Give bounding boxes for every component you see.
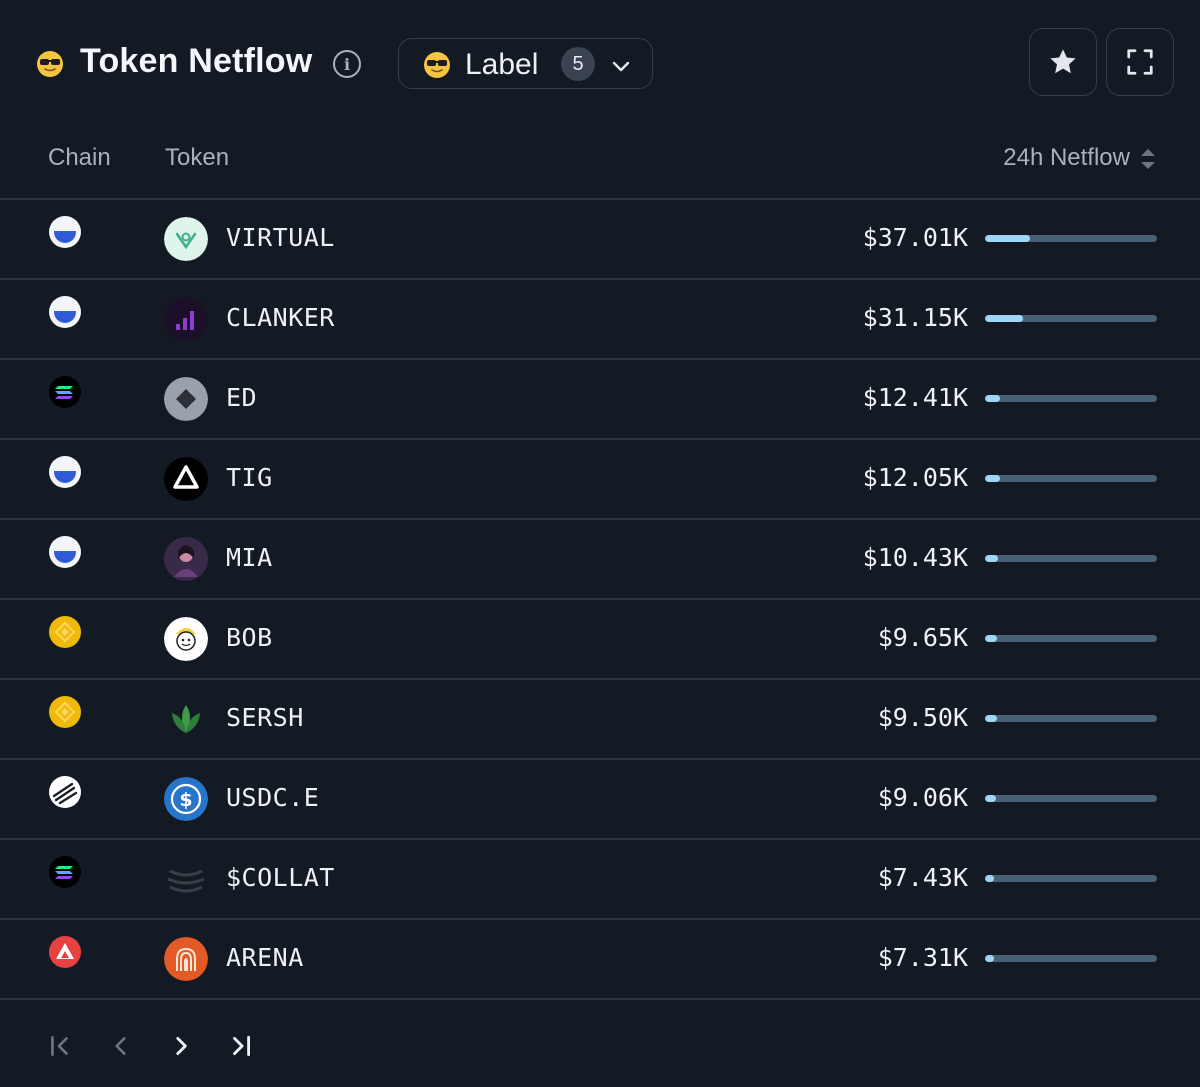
table-row[interactable]: CLANKER $31.15K bbox=[0, 279, 1200, 359]
netflow-bar bbox=[985, 555, 1157, 562]
divider bbox=[0, 998, 1200, 1000]
expand-icon bbox=[1127, 49, 1153, 75]
panel-title: Token Netflow bbox=[80, 42, 313, 80]
divider bbox=[0, 598, 1200, 600]
table-row[interactable]: TIG $12.05K bbox=[0, 439, 1200, 519]
arbitrum-chain-icon bbox=[49, 776, 81, 808]
table-row[interactable]: SERSH $9.50K bbox=[0, 679, 1200, 759]
ed-token-icon bbox=[164, 377, 208, 421]
last-page-icon bbox=[233, 1035, 250, 1057]
token-name[interactable]: $COLLAT bbox=[226, 863, 335, 892]
virtual-token-icon bbox=[164, 217, 208, 261]
divider bbox=[0, 838, 1200, 840]
label-filter-text: Label bbox=[465, 48, 539, 81]
netflow-bar bbox=[985, 875, 1157, 882]
base-chain-icon bbox=[49, 536, 81, 568]
tig-token-icon bbox=[164, 457, 208, 501]
sunglasses-emoji-icon bbox=[37, 51, 63, 77]
netflow-amount: $7.43K bbox=[877, 863, 968, 892]
label-filter-button[interactable]: Label 5 bbox=[398, 38, 653, 89]
expand-button[interactable] bbox=[1106, 28, 1174, 96]
chevron-left-icon bbox=[115, 1037, 126, 1055]
netflow-bar bbox=[985, 315, 1157, 322]
panel-header: Token Netflow i Label 5 bbox=[0, 0, 1200, 128]
first-page-icon bbox=[51, 1036, 68, 1056]
table-row[interactable]: ED $12.41K bbox=[0, 359, 1200, 439]
info-icon[interactable]: i bbox=[333, 50, 361, 78]
token-name[interactable]: USDC.E bbox=[226, 783, 320, 812]
token-name[interactable]: VIRTUAL bbox=[226, 223, 335, 252]
divider bbox=[0, 278, 1200, 280]
svg-text:$: $ bbox=[179, 789, 192, 811]
token-name[interactable]: ARENA bbox=[226, 943, 304, 972]
divider bbox=[0, 438, 1200, 440]
netflow-amount: $7.31K bbox=[877, 943, 968, 972]
netflow-amount: $10.43K bbox=[862, 543, 968, 572]
column-header-chain: Chain bbox=[48, 144, 111, 171]
arena-token-icon bbox=[164, 937, 208, 981]
table-row[interactable]: ARENA $7.31K bbox=[0, 919, 1200, 999]
bnb-chain-icon bbox=[49, 696, 81, 728]
favorite-button[interactable] bbox=[1029, 28, 1097, 96]
divider bbox=[0, 358, 1200, 360]
netflow-amount: $9.06K bbox=[877, 783, 968, 812]
token-name[interactable]: CLANKER bbox=[226, 303, 335, 332]
star-icon bbox=[1050, 49, 1076, 74]
sersh-token-icon bbox=[164, 697, 208, 741]
token-name[interactable]: BOB bbox=[226, 623, 273, 652]
first-page-button[interactable] bbox=[40, 1026, 80, 1066]
column-header-token: Token bbox=[165, 144, 230, 171]
base-chain-icon bbox=[49, 456, 81, 488]
sunglasses-emoji-icon bbox=[424, 52, 450, 78]
collat-token-icon bbox=[164, 857, 208, 901]
netflow-bar bbox=[985, 635, 1157, 642]
divider bbox=[0, 678, 1200, 680]
table-row[interactable]: $COLLAT $7.43K bbox=[0, 839, 1200, 919]
table-row[interactable]: VIRTUAL $37.01K bbox=[0, 199, 1200, 279]
bob-token-icon bbox=[164, 617, 208, 661]
base-chain-icon bbox=[49, 296, 81, 328]
netflow-amount: $12.05K bbox=[862, 463, 968, 492]
base-chain-icon bbox=[49, 216, 81, 248]
netflow-bar bbox=[985, 475, 1157, 482]
table-row[interactable]: $ USDC.E $9.06K bbox=[0, 759, 1200, 839]
divider bbox=[0, 518, 1200, 520]
table-row[interactable]: MIA $10.43K bbox=[0, 519, 1200, 599]
chevron-down-icon bbox=[612, 61, 630, 72]
chevron-right-icon bbox=[176, 1037, 187, 1055]
netflow-amount: $12.41K bbox=[862, 383, 968, 412]
next-page-button[interactable] bbox=[161, 1026, 201, 1066]
avalanche-chain-icon bbox=[49, 936, 81, 968]
netflow-bar bbox=[985, 795, 1157, 802]
bnb-chain-icon bbox=[49, 616, 81, 648]
column-header-netflow[interactable]: 24h Netflow bbox=[1003, 144, 1130, 171]
netflow-amount: $9.65K bbox=[877, 623, 968, 652]
divider bbox=[0, 918, 1200, 920]
token-name[interactable]: ED bbox=[226, 383, 258, 412]
token-name[interactable]: MIA bbox=[226, 543, 273, 572]
sort-icon[interactable] bbox=[1139, 146, 1157, 172]
table-row[interactable]: BOB $9.65K bbox=[0, 599, 1200, 679]
netflow-amount: $9.50K bbox=[877, 703, 968, 732]
token-name[interactable]: SERSH bbox=[226, 703, 304, 732]
token-name[interactable]: TIG bbox=[226, 463, 273, 492]
mia-token-icon bbox=[164, 537, 208, 581]
netflow-amount: $31.15K bbox=[862, 303, 968, 332]
clanker-token-icon bbox=[164, 297, 208, 341]
divider bbox=[0, 198, 1200, 200]
netflow-bar bbox=[985, 235, 1157, 242]
previous-page-button[interactable] bbox=[101, 1026, 141, 1066]
label-count-badge: 5 bbox=[561, 47, 595, 81]
solana-chain-icon bbox=[49, 376, 81, 408]
usdc-token-icon: $ bbox=[164, 777, 208, 821]
netflow-bar bbox=[985, 395, 1157, 402]
netflow-bar bbox=[985, 955, 1157, 962]
divider bbox=[0, 758, 1200, 760]
netflow-bar bbox=[985, 715, 1157, 722]
solana-chain-icon bbox=[49, 856, 81, 888]
last-page-button[interactable] bbox=[221, 1026, 261, 1066]
netflow-amount: $37.01K bbox=[862, 223, 968, 252]
